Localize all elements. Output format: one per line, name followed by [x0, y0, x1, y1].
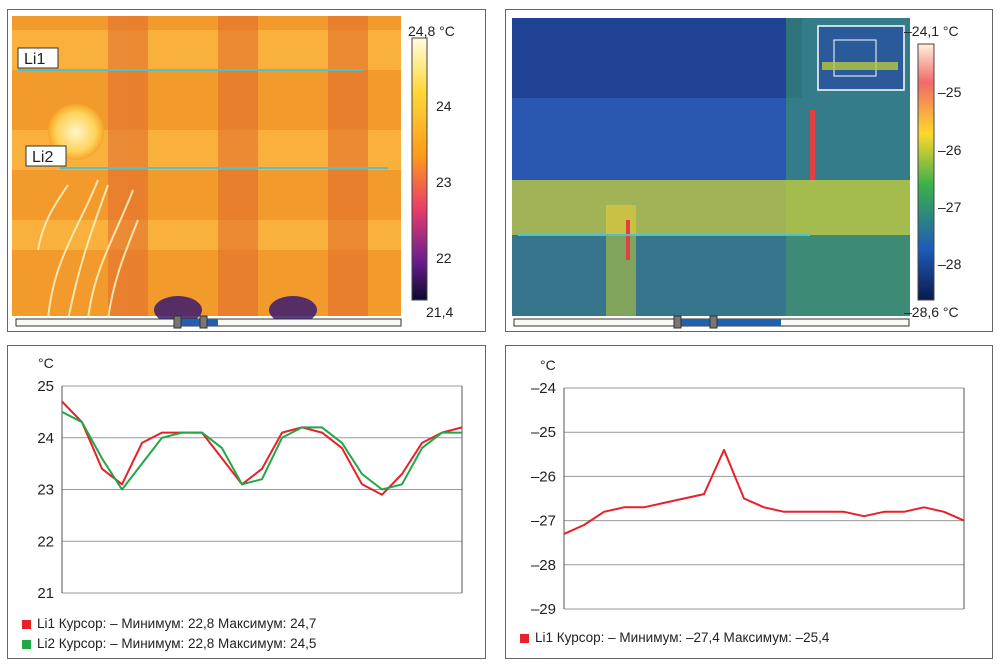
thermal-panel-left: Li1 Li2 24,8 °C 24 23 22 21,4 — [7, 9, 486, 332]
inset-preview-warm — [822, 62, 898, 70]
y-tick-label: 25 — [37, 378, 54, 395]
inset-preview — [817, 25, 905, 91]
y-axis-unit: °C — [540, 357, 556, 373]
plant-hotspots — [37, 179, 139, 321]
scale-tick-left-22: 22 — [436, 250, 452, 266]
scale-min-left: 21,4 — [426, 304, 453, 320]
y-tick-label: –26 — [531, 468, 556, 485]
scale-tick-left-24: 24 — [436, 98, 452, 114]
hot-strip-small — [626, 220, 630, 260]
series-line-li1-right — [563, 448, 965, 535]
cold-spot-2 — [269, 296, 317, 324]
scale-tick-right-28: –28 — [938, 256, 962, 272]
thermal-panel-right: –24,1 °C –25 –26 –27 –28 –28,6 °C — [505, 9, 993, 332]
y-tick-label: 21 — [37, 585, 54, 602]
y-tick-label: –24 — [531, 380, 556, 397]
thermal-warm-column — [606, 205, 636, 316]
y-tick-label: 23 — [37, 482, 54, 499]
scale-tick-right-27: –27 — [938, 199, 962, 215]
legend-text-li2: Li2 Курсор: – Минимум: 22,8 Максимум: 24… — [37, 636, 317, 651]
scale-tick-left-23: 23 — [436, 174, 452, 190]
legend-swatch-li2 — [22, 639, 31, 649]
thermal-image-right: –24,1 °C –25 –26 –27 –28 –28,6 °C — [512, 18, 962, 329]
temperature-profile-chart-right: –24 –25 –26 –27 –28 –29 °C — [531, 357, 965, 618]
scrollbar-handle-left-2[interactable] — [199, 315, 208, 329]
legend-entry-li2: Li2 Курсор: – Минимум: 22,8 Максимум: 24… — [22, 634, 316, 654]
thermal-cool-bands — [108, 16, 368, 316]
scale-tick-right-25: –25 — [938, 84, 962, 100]
color-scale-bar-left — [411, 37, 428, 301]
scrollbar-handle-right-1[interactable] — [673, 315, 682, 329]
scale-max-right: –24,1 °C — [904, 23, 959, 39]
line-label-box-li1 — [17, 47, 59, 69]
color-scale-bar-right — [917, 43, 935, 301]
thermal-lower-band — [512, 235, 910, 316]
line-label-box-li2 — [25, 145, 67, 167]
legend-text-right-li1: Li1 Курсор: – Минимум: –27,4 Максимум: –… — [535, 630, 830, 645]
chart-legend-left: Li1 Курсор: – Минимум: 22,8 Максимум: 24… — [22, 614, 316, 654]
y-axis-unit: °C — [38, 355, 54, 371]
y-tick-label: –29 — [531, 601, 556, 618]
chart-panel-right: –24 –25 –26 –27 –28 –29 °C Li1 Курсор: – Миним… — [505, 345, 993, 659]
cold-spot-1 — [154, 296, 202, 324]
thermal-cold-top — [512, 18, 802, 98]
legend-entry-right-li1: Li1 Курсор: – Минимум: –27,4 Максимум: –… — [520, 628, 829, 648]
scale-max-left: 24,8 °C — [408, 23, 455, 39]
y-tick-label: –27 — [531, 513, 556, 530]
hot-strip-vertical — [810, 110, 815, 180]
thermal-image-left: Li1 Li2 24,8 °C 24 23 22 21,4 — [12, 16, 455, 329]
y-tick-label: 22 — [37, 533, 54, 550]
line-label-li2: Li2 — [32, 149, 53, 166]
inset-preview-frame — [833, 39, 877, 77]
legend-swatch-li1 — [22, 619, 31, 629]
scale-min-right: –28,6 °C — [904, 304, 959, 320]
y-tick-label: –25 — [531, 424, 556, 441]
legend-swatch-right-li1 — [520, 633, 529, 643]
temperature-profile-chart-left: 25 24 23 22 21 °C — [37, 355, 463, 602]
legend-text-li1: Li1 Курсор: – Минимум: 22,8 Максимум: 24… — [37, 616, 317, 631]
scrollbar-range-right[interactable] — [676, 319, 781, 326]
line-label-li1: Li1 — [24, 51, 45, 68]
scale-tick-right-26: –26 — [938, 142, 962, 158]
scrollbar-handle-right-2[interactable] — [709, 315, 718, 329]
y-tick-label: –28 — [531, 557, 556, 574]
chart-legend-right: Li1 Курсор: – Минимум: –27,4 Максимум: –… — [520, 628, 829, 648]
legend-entry-li1: Li1 Курсор: – Минимум: 22,8 Максимум: 24… — [22, 614, 316, 634]
thermal-warm-horizontal — [512, 180, 910, 235]
scrollbar-range-left[interactable] — [178, 319, 218, 326]
y-tick-label: 24 — [37, 430, 54, 447]
series-line-li2 — [61, 411, 462, 491]
series-line-li1 — [61, 400, 463, 496]
chart-panel-left: 25 24 23 22 21 °C Li1 Курсор: – Минимум: 22,8… — [7, 345, 486, 659]
scrollbar-handle-left-1[interactable] — [173, 315, 182, 329]
